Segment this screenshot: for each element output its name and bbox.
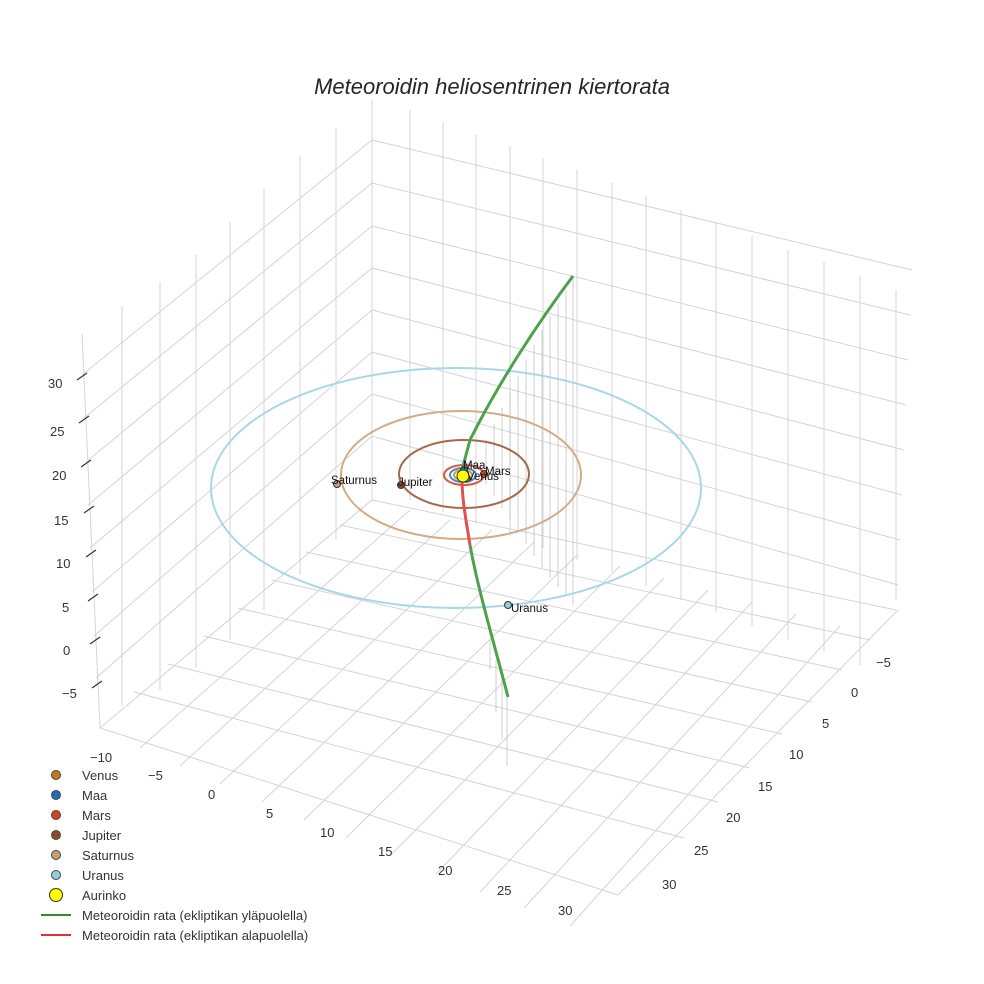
legend-item-maa[interactable]: Maa	[38, 785, 308, 805]
svg-text:−5: −5	[62, 686, 77, 701]
legend-item-jupiter[interactable]: Jupiter	[38, 825, 308, 845]
planet-mars	[480, 470, 488, 478]
trajectory-above-upper	[460, 275, 575, 471]
trajectory-below	[460, 477, 472, 546]
legend-item-uranus[interactable]: Uranus	[38, 865, 308, 885]
svg-text:30: 30	[662, 877, 676, 892]
axis-ticks	[76, 372, 103, 689]
svg-text:5: 5	[266, 806, 273, 821]
svg-text:10: 10	[320, 825, 334, 840]
svg-text:Uranus: Uranus	[511, 603, 548, 615]
grid-lines	[81, 100, 913, 927]
svg-text:0: 0	[63, 643, 70, 658]
svg-text:5: 5	[822, 716, 829, 731]
svg-text:Jupiter: Jupiter	[398, 477, 433, 489]
legend-item-trajectory-above[interactable]: Meteoroidin rata (ekliptikan yläpuolella…	[38, 905, 308, 925]
svg-text:20: 20	[52, 468, 66, 483]
planet-uranus	[504, 601, 512, 609]
legend-item-saturnus[interactable]: Saturnus	[38, 845, 308, 865]
planet-labels: Saturnus Jupiter Mars Maa Venus Uranus	[331, 460, 548, 615]
planet-jupiter	[397, 481, 405, 489]
legend: Venus Maa Mars Jupiter Saturnus Uranus A…	[38, 765, 308, 945]
orbit-uranus	[210, 367, 702, 609]
sun	[456, 469, 470, 483]
svg-text:30: 30	[558, 903, 572, 918]
trajectory-above-lower	[468, 544, 510, 698]
svg-text:20: 20	[438, 863, 452, 878]
planet-saturnus	[333, 480, 341, 488]
y-axis-ticks: −5 0 5 10 15 20 25 30	[662, 655, 891, 892]
svg-text:Saturnus: Saturnus	[331, 475, 377, 487]
svg-text:10: 10	[56, 556, 70, 571]
planets	[333, 466, 512, 609]
svg-text:25: 25	[694, 843, 708, 858]
orbits	[210, 367, 702, 609]
svg-text:10: 10	[789, 747, 803, 762]
svg-text:Maa: Maa	[463, 460, 486, 472]
z-axis-ticks: 30 25 20 15 10 5 0 −5	[48, 376, 77, 701]
svg-text:−5: −5	[876, 655, 891, 670]
svg-text:15: 15	[54, 513, 68, 528]
chart-title: Meteoroidin heliosentrinen kiertorata	[314, 74, 670, 99]
svg-text:20: 20	[726, 810, 740, 825]
svg-text:5: 5	[62, 600, 69, 615]
legend-item-venus[interactable]: Venus	[38, 765, 308, 785]
svg-text:25: 25	[497, 883, 511, 898]
svg-text:Venus: Venus	[467, 471, 499, 483]
svg-text:Mars: Mars	[485, 466, 511, 478]
svg-text:−10: −10	[90, 750, 112, 765]
legend-item-mars[interactable]: Mars	[38, 805, 308, 825]
svg-text:−5: −5	[148, 768, 163, 783]
svg-text:15: 15	[758, 779, 772, 794]
x-axis-ticks: −10 −5 0 5 10 15 20 25 30	[90, 750, 572, 918]
svg-text:0: 0	[851, 685, 858, 700]
orbit-saturnus	[340, 410, 582, 540]
svg-text:30: 30	[48, 376, 62, 391]
legend-item-trajectory-below[interactable]: Meteoroidin rata (ekliptikan alapuolella…	[38, 925, 308, 945]
svg-text:15: 15	[378, 844, 392, 859]
svg-text:25: 25	[50, 424, 64, 439]
svg-text:0: 0	[208, 787, 215, 802]
legend-item-aurinko[interactable]: Aurinko	[38, 885, 308, 905]
